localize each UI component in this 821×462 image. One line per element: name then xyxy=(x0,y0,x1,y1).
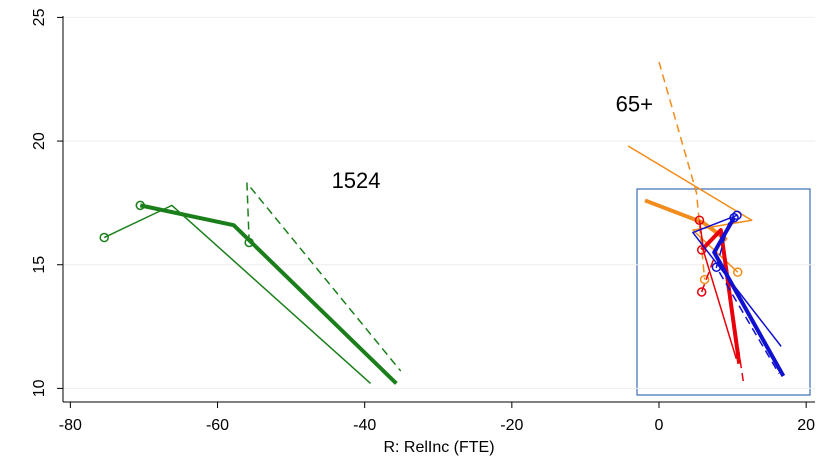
x-tick-label: -80 xyxy=(59,417,82,434)
point-marker xyxy=(729,212,739,223)
highlight-box xyxy=(636,188,811,396)
point-marker xyxy=(711,262,722,272)
point-marker xyxy=(694,215,705,225)
annotation: 1524 xyxy=(332,168,381,193)
x-tick-label: 0 xyxy=(655,417,664,434)
y-tick-label: 15 xyxy=(31,256,48,274)
point-marker xyxy=(135,200,146,211)
point-marker xyxy=(699,274,710,285)
x-tick-label: -60 xyxy=(206,417,229,434)
series-line xyxy=(139,203,398,385)
y-tick-label: 20 xyxy=(31,132,48,150)
point-marker xyxy=(696,287,707,297)
series-line xyxy=(698,220,737,359)
y-tick-label: 25 xyxy=(31,8,48,26)
point-marker xyxy=(732,267,743,277)
series-line xyxy=(246,182,402,372)
y-tick-label: 10 xyxy=(31,379,48,397)
point-marker xyxy=(99,232,109,243)
point-marker xyxy=(244,237,254,248)
series-line xyxy=(692,214,782,347)
series-line xyxy=(715,222,780,374)
series-line xyxy=(103,204,372,385)
x-tick-label: 20 xyxy=(797,417,815,434)
annotation: 65+ xyxy=(616,91,653,116)
x-tick-label: -40 xyxy=(353,417,376,434)
x-tick-label: -20 xyxy=(500,417,523,434)
point-marker xyxy=(732,210,742,221)
x-axis-label: R: RelInc (FTE) xyxy=(383,439,494,456)
series-line xyxy=(700,228,742,364)
series-line xyxy=(658,61,706,280)
